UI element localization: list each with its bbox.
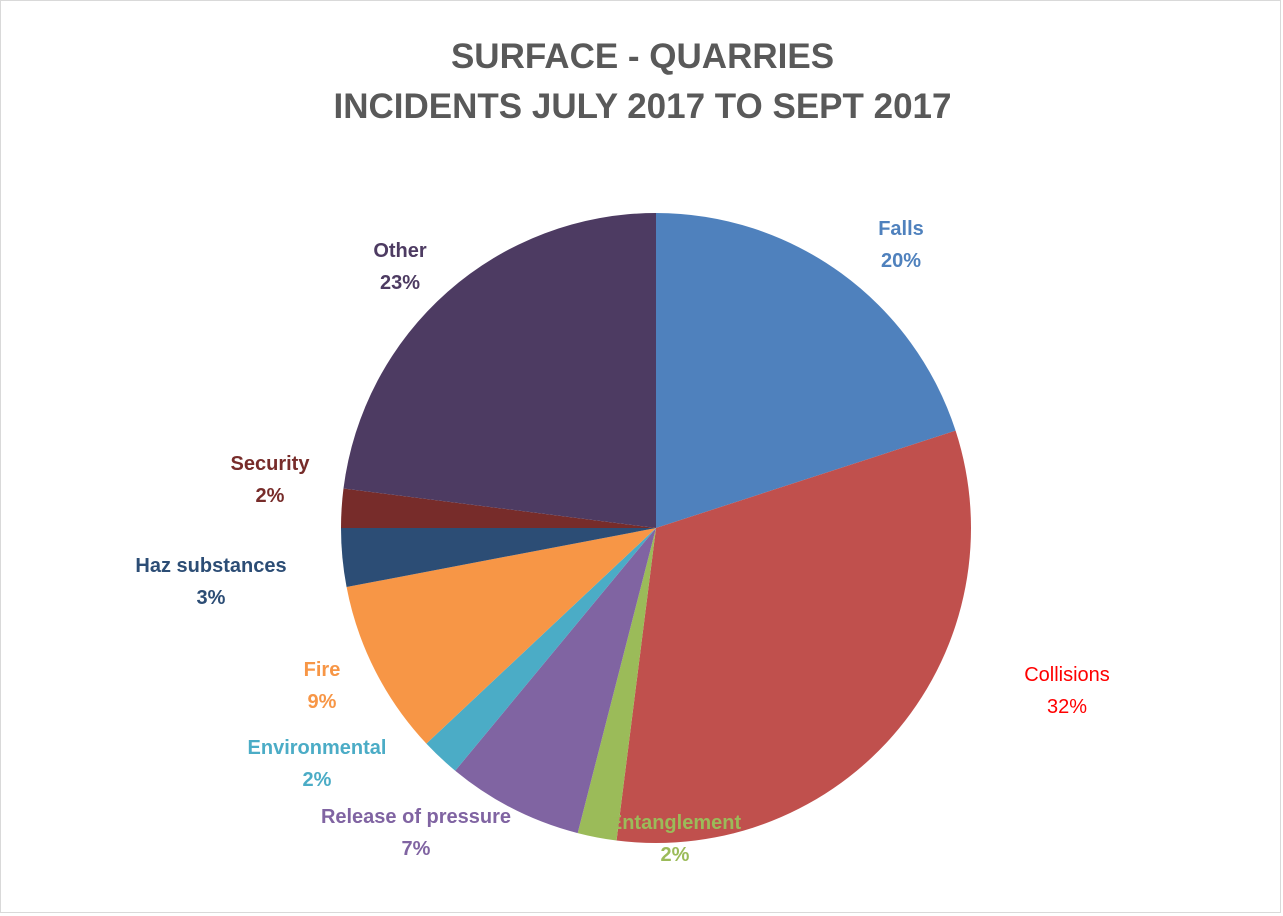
pie-labels: Falls 20% Collisions 32% Entanglement 2% Relea… [135,218,1109,866]
pie-slice-haz-substances [341,528,656,588]
pie-slices [341,212,971,844]
data-label-security: Security 2% [231,453,311,507]
pie-slice-falls [656,213,956,528]
data-label-release-of-pressure: Release of pressure 7% [321,806,511,860]
chart-title-line-2: INCIDENTS JULY 2017 TO SEPT 2017 [333,87,952,126]
data-label-environmental: Environmental 2% [248,737,387,791]
pie-slice-security [341,488,656,528]
pie-slice-other [343,212,656,528]
chart-title-line-1: SURFACE - QUARRIES [450,37,835,76]
pie-slice-entanglement [577,528,656,841]
pie-slice-collisions [616,430,971,844]
data-label-haz-substances: Haz substances 3% [135,555,286,609]
pie-slice-fire [346,528,656,744]
data-label-entanglement: Entanglement 2% [609,812,742,866]
pie-slice-environmental [426,528,656,771]
pie-slice-release-of-pressure [455,528,656,834]
data-label-fire: Fire 9% [304,659,341,713]
data-label-collisions: Collisions 32% [1024,664,1110,718]
data-label-falls: Falls 20% [878,218,924,272]
data-label-other: Other 23% [373,240,427,294]
